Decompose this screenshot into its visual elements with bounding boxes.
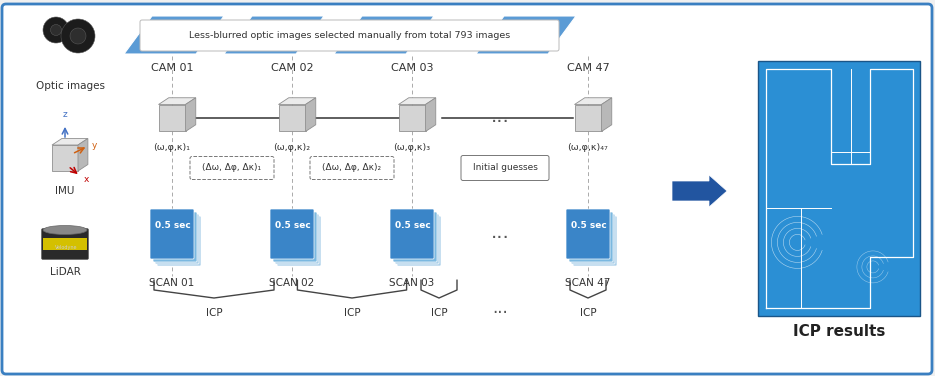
Text: x: x [84,174,90,183]
Polygon shape [224,16,324,54]
Polygon shape [159,105,185,132]
Text: SCAN 01: SCAN 01 [150,278,194,288]
Text: (ω,φ,κ)₃: (ω,φ,κ)₃ [394,144,430,153]
FancyBboxPatch shape [573,216,617,266]
FancyArrow shape [672,175,727,207]
Text: 0.5 sec: 0.5 sec [155,221,191,230]
Circle shape [61,19,95,53]
Text: (ω,φ,κ)₄₇: (ω,φ,κ)₄₇ [568,144,609,153]
Polygon shape [334,16,434,54]
Polygon shape [601,98,611,132]
Text: 0.5 sec: 0.5 sec [396,221,431,230]
Circle shape [70,28,86,44]
Polygon shape [574,98,611,105]
FancyBboxPatch shape [150,209,194,259]
FancyBboxPatch shape [140,20,559,51]
Text: ICP results: ICP results [793,324,885,340]
FancyBboxPatch shape [41,229,89,259]
FancyBboxPatch shape [310,156,394,179]
Text: ICP: ICP [580,308,597,318]
Text: 0.5 sec: 0.5 sec [571,221,607,230]
Text: ICP: ICP [344,308,360,318]
FancyBboxPatch shape [569,212,613,262]
FancyBboxPatch shape [2,4,932,374]
FancyBboxPatch shape [571,214,615,264]
Polygon shape [398,105,425,132]
Text: Less-blurred optic images selected manually from total 793 images: Less-blurred optic images selected manua… [190,31,511,40]
FancyBboxPatch shape [393,212,437,262]
Text: ...: ... [492,299,508,317]
Text: (Δω, Δφ, Δκ)₁: (Δω, Δφ, Δκ)₁ [203,164,262,173]
FancyBboxPatch shape [395,214,439,264]
Text: SCAN 03: SCAN 03 [389,278,435,288]
Polygon shape [159,98,195,105]
Text: LiDAR: LiDAR [50,267,80,277]
Polygon shape [78,138,88,171]
Text: CAM 03: CAM 03 [391,63,433,73]
Polygon shape [398,98,436,105]
FancyBboxPatch shape [277,216,321,266]
Polygon shape [279,98,316,105]
FancyBboxPatch shape [275,214,319,264]
Polygon shape [425,98,436,132]
FancyBboxPatch shape [566,209,610,259]
Text: IMU: IMU [55,186,75,196]
FancyBboxPatch shape [157,216,201,266]
Polygon shape [279,105,306,132]
FancyBboxPatch shape [270,209,314,259]
Polygon shape [52,138,88,145]
Text: ...: ... [491,106,510,126]
Polygon shape [185,98,195,132]
FancyBboxPatch shape [758,61,920,316]
Text: CAM 02: CAM 02 [271,63,313,73]
Text: (ω,φ,κ)₂: (ω,φ,κ)₂ [273,144,310,153]
Ellipse shape [43,226,87,235]
Text: CAM 47: CAM 47 [567,63,610,73]
Text: (ω,φ,κ)₁: (ω,φ,κ)₁ [153,144,191,153]
Polygon shape [52,145,78,171]
Text: Initial guesses: Initial guesses [472,164,538,173]
Text: y: y [92,141,97,150]
Circle shape [50,24,62,35]
Text: Velodyne: Velodyne [55,246,78,250]
Polygon shape [306,98,316,132]
Text: z: z [63,110,67,119]
Text: SCAN 02: SCAN 02 [269,278,314,288]
Circle shape [43,17,69,43]
Text: CAM 01: CAM 01 [151,63,194,73]
Text: ICP: ICP [431,308,447,318]
FancyBboxPatch shape [155,214,199,264]
Polygon shape [476,16,576,54]
FancyBboxPatch shape [397,216,441,266]
FancyBboxPatch shape [273,212,317,262]
FancyBboxPatch shape [390,209,434,259]
Polygon shape [124,16,224,54]
Text: 0.5 sec: 0.5 sec [275,221,310,230]
Text: SCAN 47: SCAN 47 [566,278,611,288]
FancyBboxPatch shape [153,212,197,262]
Text: Optic images: Optic images [36,81,105,91]
Text: (Δω, Δφ, Δκ)₂: (Δω, Δφ, Δκ)₂ [323,164,381,173]
Text: ...: ... [491,223,510,241]
Text: ICP: ICP [206,308,223,318]
Polygon shape [574,105,601,132]
FancyBboxPatch shape [190,156,274,179]
FancyBboxPatch shape [43,238,87,250]
FancyBboxPatch shape [461,156,549,180]
